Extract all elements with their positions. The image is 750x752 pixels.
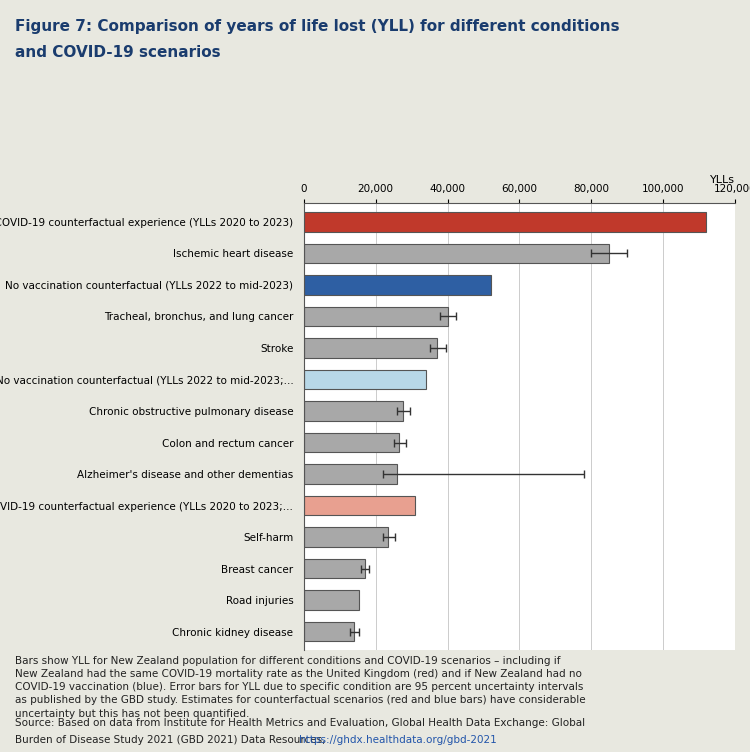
Bar [304, 590, 359, 610]
Bar [304, 212, 706, 232]
Bar [304, 307, 448, 326]
Bar [304, 402, 403, 421]
Bar [304, 464, 398, 484]
Text: and COVID-19 scenarios: and COVID-19 scenarios [15, 45, 220, 60]
Text: YLLs: YLLs [710, 175, 735, 185]
Text: Figure 7: Comparison of years of life lost (YLL) for different conditions: Figure 7: Comparison of years of life lo… [15, 19, 620, 34]
Bar [304, 338, 436, 358]
Text: https://ghdx.healthdata.org/gbd-2021: https://ghdx.healthdata.org/gbd-2021 [298, 735, 496, 744]
Bar [304, 527, 388, 547]
Text: Bars show YLL for New Zealand population for different conditions and COVID-19 s: Bars show YLL for New Zealand population… [15, 656, 586, 719]
Text: Burden of Disease Study 2021 (GBD 2021) Data Resources,: Burden of Disease Study 2021 (GBD 2021) … [15, 735, 328, 744]
Text: Source: Based on data from Institute for Health Metrics and Evaluation, Global H: Source: Based on data from Institute for… [15, 718, 585, 728]
Bar [304, 275, 490, 295]
Bar [304, 622, 354, 641]
Bar [304, 244, 609, 263]
Bar [304, 370, 426, 390]
Bar [304, 559, 364, 578]
Bar [304, 432, 399, 452]
Bar [304, 496, 416, 515]
